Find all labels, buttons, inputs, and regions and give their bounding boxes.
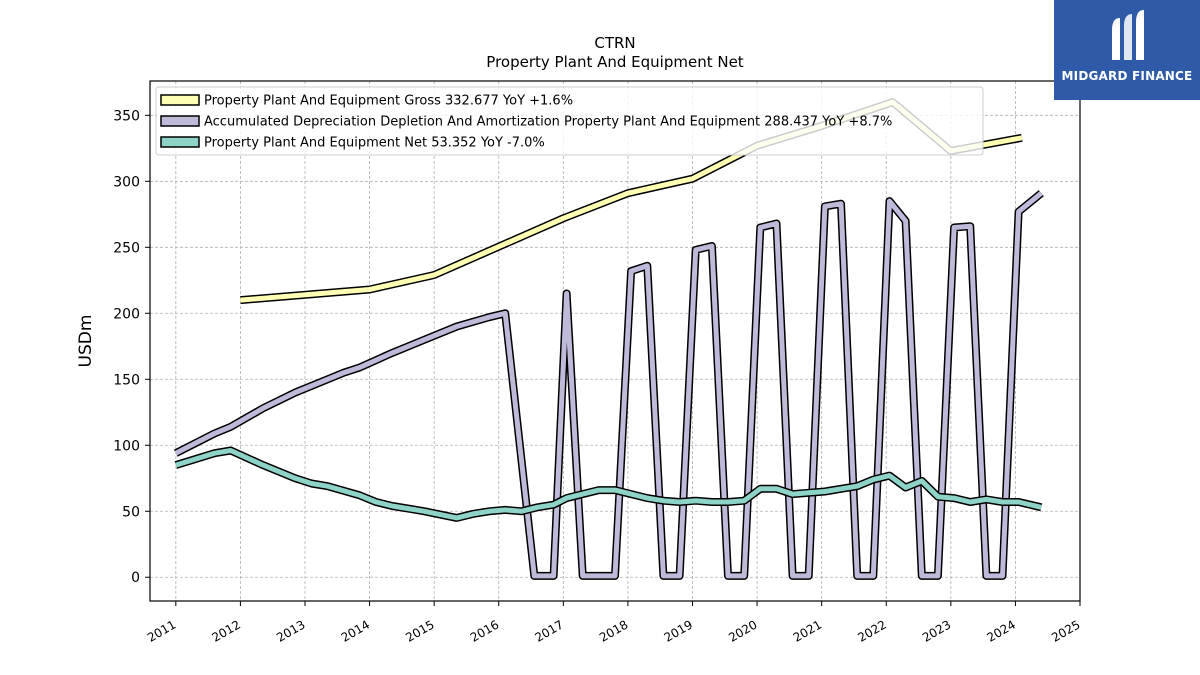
x-tick-label: 2011 — [145, 617, 178, 644]
x-tick-label: 2022 — [855, 617, 888, 644]
x-tick-label: 2025 — [1049, 617, 1082, 644]
x-tick-label: 2021 — [791, 617, 824, 644]
x-tick-label: 2014 — [339, 617, 372, 644]
y-tick-label: 150 — [113, 372, 140, 388]
y-tick-label: 250 — [113, 240, 140, 256]
x-tick-label: 2017 — [532, 617, 565, 644]
y-tick-label: 50 — [122, 504, 140, 520]
y-tick-label: 300 — [113, 174, 140, 190]
legend-label-3: Property Plant And Equipment Net 53.352 … — [204, 136, 545, 151]
logo-text: MIDGARD FINANCE — [1061, 69, 1193, 83]
legend-box — [155, 86, 984, 156]
legend-label-1: Property Plant And Equipment Gross 332.6… — [204, 94, 573, 109]
series-line-2 — [174, 191, 1043, 579]
x-tick-label: 2012 — [210, 617, 243, 644]
legend-swatch-2 — [160, 115, 200, 127]
chart-title: CTRN — [594, 34, 635, 52]
logo-mark-icon — [1112, 10, 1144, 60]
x-tick-label: 2013 — [274, 617, 307, 644]
legend: Property Plant And Equipment Gross 332.6… — [155, 86, 984, 156]
legend-swatch-3 — [160, 136, 200, 148]
x-tick-label: 2019 — [662, 617, 695, 644]
y-tick-label: 200 — [113, 306, 140, 322]
y-tick-label: 0 — [131, 570, 140, 586]
x-tick-label: 2024 — [985, 617, 1018, 644]
y-tick-label: 100 — [113, 438, 140, 454]
x-tick-label: 2016 — [468, 617, 501, 644]
plot-frame — [149, 80, 1081, 602]
x-tick-label: 2015 — [403, 617, 436, 644]
x-tick-label: 2020 — [726, 617, 759, 644]
legend-swatch-1 — [160, 94, 200, 106]
x-tick-label: 2023 — [920, 617, 953, 644]
chart-subtitle: Property Plant And Equipment Net — [486, 53, 743, 71]
series-line-3 — [175, 448, 1042, 521]
series-group — [173, 98, 1044, 580]
legend-label-2: Accumulated Depreciation Depletion And A… — [204, 115, 892, 130]
x-tick-label: 2018 — [597, 617, 630, 644]
y-tick-label: 350 — [113, 108, 140, 124]
brand-logo: MIDGARD FINANCE — [1054, 0, 1200, 100]
y-axis-label: USDm — [76, 315, 96, 368]
